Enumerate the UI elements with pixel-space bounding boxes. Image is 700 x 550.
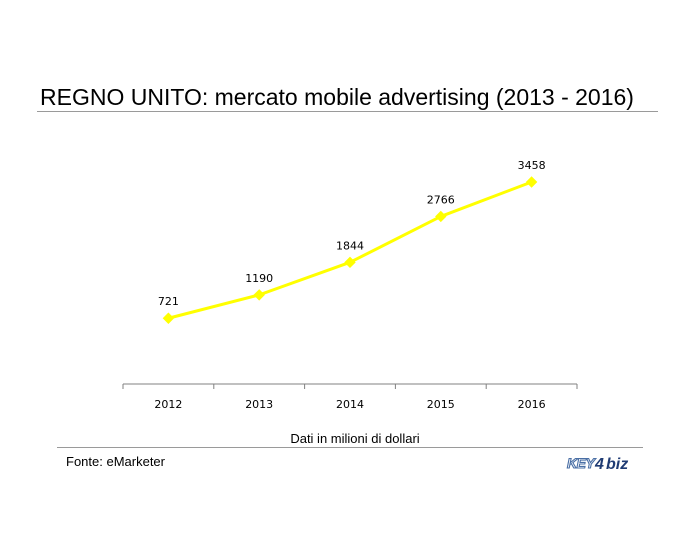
svg-text:KEY: KEY	[567, 455, 596, 471]
data-label-2012: 721	[158, 295, 179, 308]
x-tick-label-2014: 2014	[336, 398, 364, 411]
svg-text:biz: biz	[606, 456, 628, 473]
title-divider	[37, 111, 658, 112]
footer-divider	[57, 447, 643, 448]
x-tick-label-2013: 2013	[245, 398, 273, 411]
data-point-2013	[253, 289, 265, 301]
source-note: Fonte: eMarketer	[66, 454, 165, 469]
x-tick-label-2016: 2016	[518, 398, 546, 411]
x-tick-label-2015: 2015	[427, 398, 455, 411]
x-tick-label-2012: 2012	[154, 398, 182, 411]
x-axis-title: Dati in milioni di dollari	[290, 431, 420, 446]
data-point-2014	[344, 256, 356, 269]
chart-title: REGNO UNITO: mercato mobile advertising …	[40, 84, 634, 110]
data-point-2012	[162, 312, 175, 324]
data-label-2016: 3458	[518, 159, 546, 172]
data-label-2015: 2766	[427, 193, 455, 206]
key4biz-logo: KEY 4 biz	[566, 454, 628, 473]
svg-text:4: 4	[594, 456, 604, 473]
data-label-2013: 1190	[245, 272, 273, 285]
data-point-2015	[435, 210, 447, 223]
data-point-2016	[525, 176, 538, 188]
data-label-2014: 1844	[336, 239, 364, 252]
